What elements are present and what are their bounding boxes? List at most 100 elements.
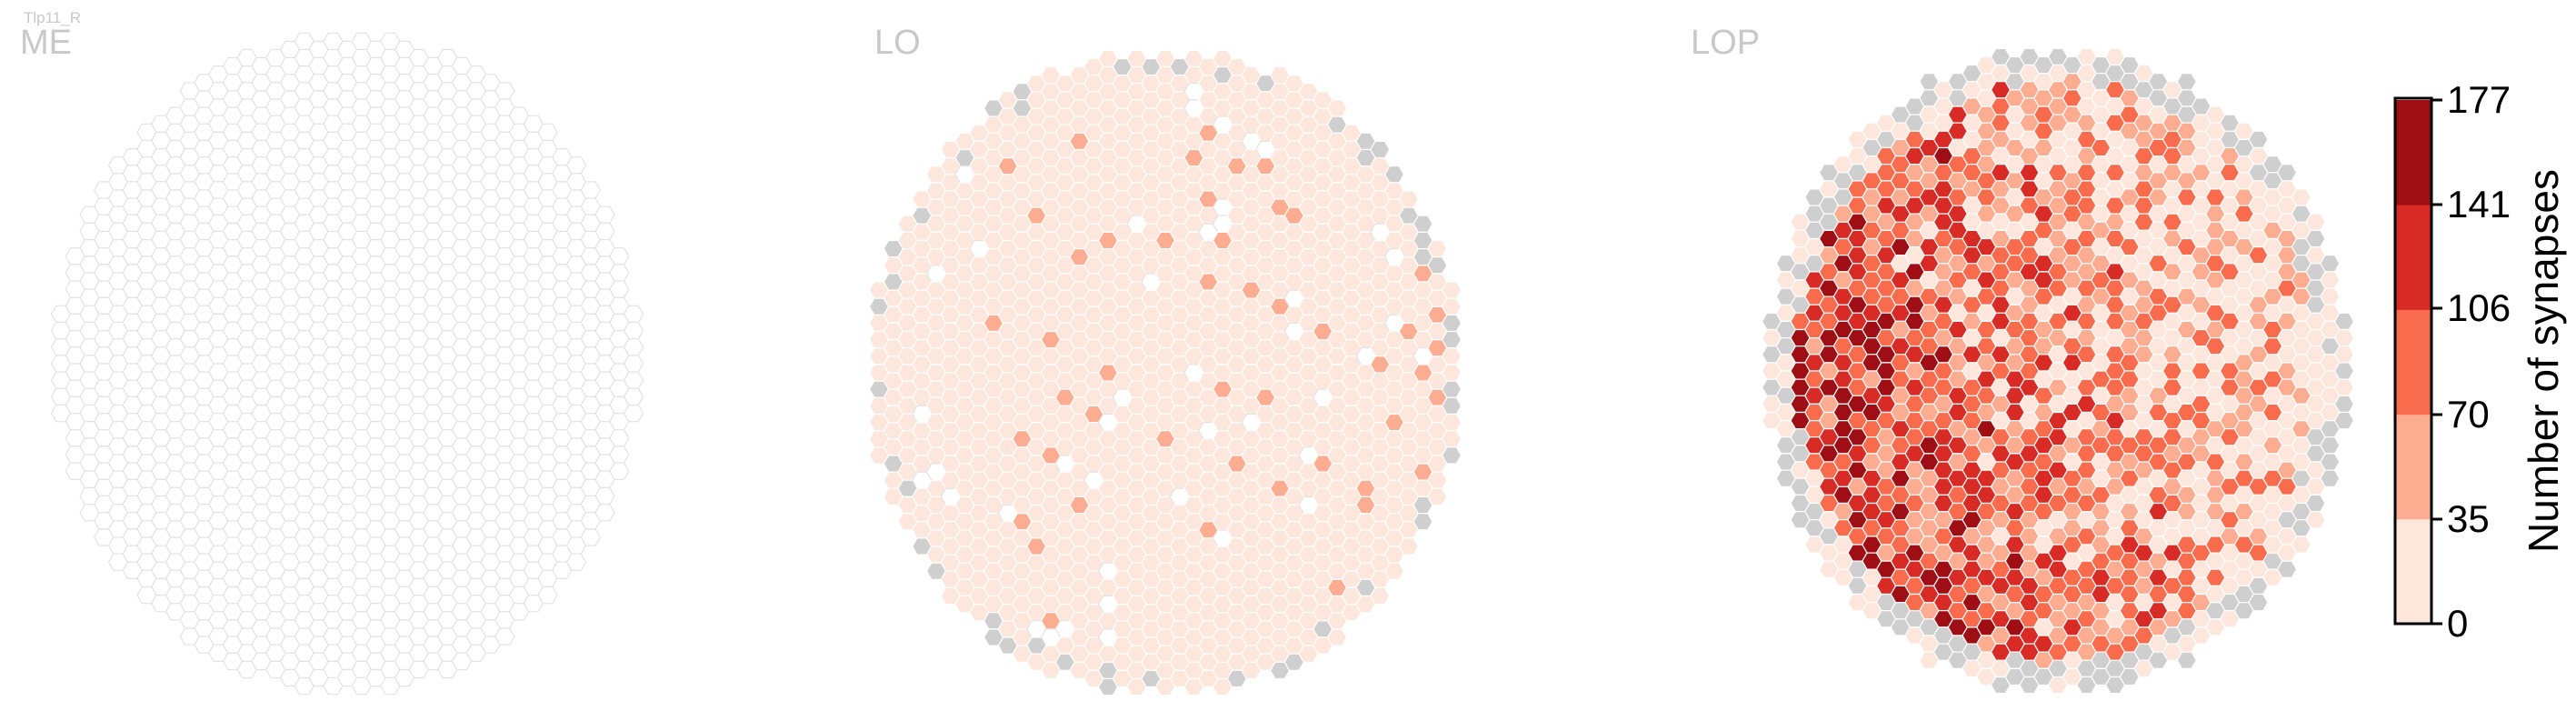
colorbar-bin bbox=[2395, 205, 2431, 310]
panel-title-me: ME bbox=[20, 24, 72, 62]
hex-cell bbox=[1398, 190, 1419, 208]
hex-cell bbox=[609, 247, 630, 265]
hexmap-lo bbox=[868, 49, 1463, 696]
hex-cell bbox=[1427, 471, 1448, 489]
hex-cell bbox=[609, 280, 630, 298]
colorbar-bin bbox=[2395, 100, 2431, 205]
hex-cell bbox=[1441, 446, 1463, 465]
hex-cell bbox=[494, 82, 515, 100]
colorbar-tick-label: 106 bbox=[2447, 286, 2511, 329]
hex-cell bbox=[2176, 73, 2197, 91]
hex-cell bbox=[2333, 362, 2355, 380]
colorbar-tick-label: 0 bbox=[2447, 602, 2468, 645]
hex-cell bbox=[2176, 651, 2197, 669]
colorbar-tick-label: 35 bbox=[2447, 497, 2490, 540]
hex-cell bbox=[623, 305, 644, 324]
hex-cell bbox=[2305, 511, 2326, 529]
hex-cell bbox=[1441, 314, 1463, 333]
hex-cell bbox=[2305, 213, 2326, 231]
hex-cell bbox=[2333, 345, 2355, 364]
panel-title-lo: LO bbox=[874, 24, 921, 62]
cell-type-label: Tlp11_R bbox=[24, 9, 81, 26]
hex-cell bbox=[1383, 562, 1405, 580]
hex-cell bbox=[537, 586, 558, 605]
hex-cell bbox=[2320, 287, 2341, 305]
panel-lop: LOP bbox=[1671, 0, 2489, 721]
hex-cell bbox=[1413, 215, 1433, 233]
hex-cell bbox=[1441, 413, 1463, 432]
hex-cell bbox=[2248, 593, 2269, 612]
hex-cell bbox=[623, 387, 644, 406]
colorbar-blocks bbox=[2395, 100, 2431, 625]
hex-cell bbox=[494, 627, 515, 646]
colorbar-ticks bbox=[2431, 98, 2442, 626]
hex-cell bbox=[2248, 130, 2269, 149]
hex-cell bbox=[2320, 469, 2341, 487]
hex-cell bbox=[1326, 99, 1348, 117]
colorbar: 177 141 106 70 35 0 Number of synapses bbox=[2393, 78, 2567, 645]
hex-cell bbox=[2333, 411, 2355, 430]
hex-cell bbox=[1370, 586, 1391, 606]
hex-cell bbox=[623, 371, 644, 389]
colorbar-tick-label: 141 bbox=[2447, 183, 2511, 225]
hex-cell bbox=[1413, 513, 1433, 531]
hex-cell bbox=[609, 264, 630, 282]
hex-cell bbox=[2305, 494, 2326, 513]
hex-cell bbox=[594, 222, 615, 241]
colorbar-tick-label: 70 bbox=[2447, 393, 2490, 436]
hex-cell bbox=[1441, 330, 1463, 349]
hex-cell bbox=[594, 504, 615, 522]
hex-cell bbox=[2276, 164, 2298, 182]
colorbar-bin bbox=[2395, 309, 2431, 416]
hex-cell bbox=[609, 446, 630, 464]
colorbar-bin bbox=[2395, 414, 2431, 520]
panel-lo: LO bbox=[854, 0, 1672, 721]
hex-cell bbox=[1441, 297, 1463, 315]
hex-cell bbox=[1441, 347, 1463, 366]
colorbar-bin bbox=[2395, 518, 2431, 625]
hex-cell bbox=[1427, 239, 1448, 258]
hex-cell bbox=[2320, 271, 2341, 289]
hex-cell bbox=[2291, 536, 2311, 554]
hex-cell bbox=[580, 181, 601, 199]
hex-cell bbox=[609, 462, 630, 480]
hex-cell bbox=[2320, 436, 2341, 455]
hex-cell bbox=[594, 205, 615, 224]
hex-cell bbox=[1427, 487, 1448, 506]
hex-cell bbox=[623, 321, 644, 340]
hex-cell bbox=[2320, 255, 2341, 273]
hex-cell bbox=[1441, 281, 1463, 299]
hex-cell bbox=[2305, 229, 2326, 248]
hex-cell bbox=[1370, 140, 1391, 159]
hex-cell bbox=[609, 429, 630, 447]
hex-cell bbox=[1326, 628, 1348, 646]
hex-cell bbox=[2333, 312, 2355, 331]
hex-cell bbox=[1441, 430, 1463, 448]
colorbar-tick-label: 177 bbox=[2447, 78, 2511, 121]
hex-cell bbox=[1441, 364, 1463, 382]
hex-cell bbox=[594, 486, 615, 506]
hex-cell bbox=[623, 338, 644, 356]
colorbar-title: Number of synapses bbox=[2520, 169, 2567, 553]
hex-cell bbox=[537, 123, 558, 142]
hex-cell bbox=[1441, 396, 1463, 416]
colorbar-frame bbox=[2393, 96, 2433, 626]
hex-cell bbox=[2320, 453, 2341, 471]
hex-cell bbox=[580, 528, 601, 546]
hex-cell bbox=[2276, 560, 2298, 578]
hex-cell bbox=[565, 156, 587, 175]
hex-cell bbox=[2333, 328, 2355, 347]
hex-cell bbox=[565, 553, 587, 571]
panel-title-lop: LOP bbox=[1691, 24, 1761, 62]
hex-cell bbox=[1427, 256, 1448, 275]
hex-cell bbox=[2333, 378, 2355, 396]
hexmap-lop bbox=[1761, 47, 2355, 695]
hexmap-me bbox=[50, 32, 644, 696]
hex-cell bbox=[1441, 380, 1463, 398]
hex-cell bbox=[623, 404, 644, 423]
hex-cell bbox=[1383, 165, 1405, 184]
hex-cell bbox=[2333, 395, 2355, 414]
hex-cell bbox=[623, 355, 644, 373]
hex-cell bbox=[2291, 188, 2311, 206]
panel-me: Tlp11_R ME bbox=[0, 0, 818, 721]
